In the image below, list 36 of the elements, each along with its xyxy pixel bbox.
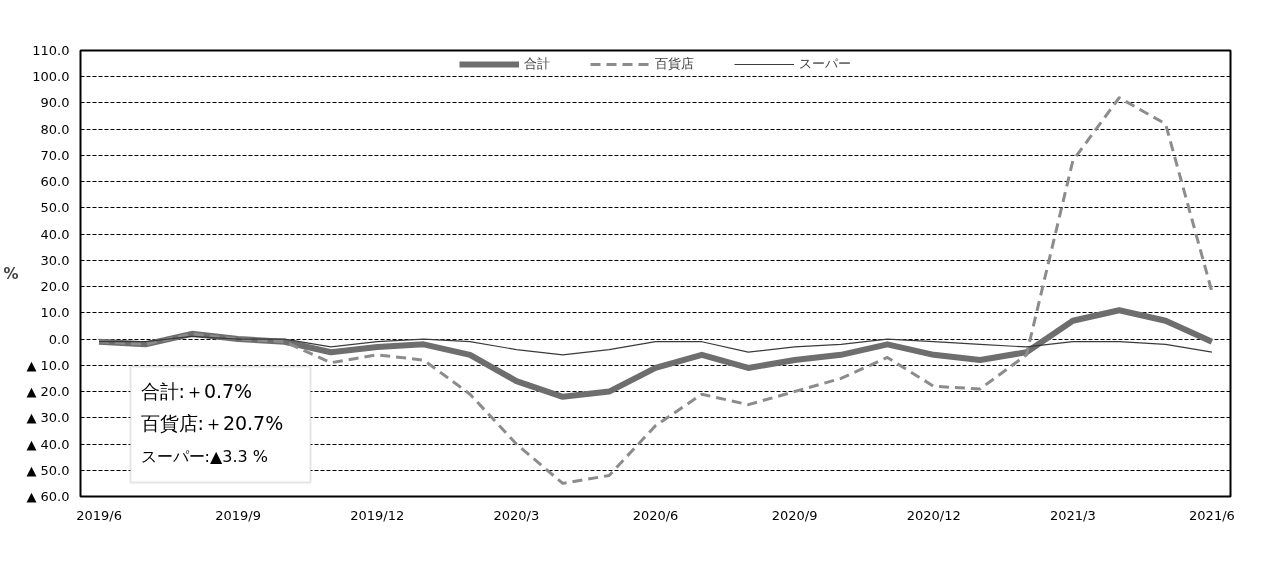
x-tick-label: 2021/6 [1189,507,1235,523]
y-tick-label: ▲ 30.0 [26,410,70,426]
y-tick-label: 30.0 [40,252,70,268]
line-series [98,335,1213,356]
y-tick-label: 80.0 [40,121,70,137]
x-tick-label: 2019/6 [76,507,122,523]
line-series [97,96,1214,485]
x-tick-label: 2020/12 [906,507,961,523]
y-tick-label: 110.0 [32,43,70,58]
y-tick-label: ▲ 60.0 [26,489,70,504]
x-tick-label: 2021/3 [1049,507,1096,523]
y-tick-label: ▲ 50.0 [26,462,70,478]
y-tick-label: 40.0 [40,226,70,242]
annotation: 百貨店:＋20.7% [140,411,284,434]
legend-label: 百貨店 [655,55,694,73]
x-tick-label: 2019/12 [350,507,405,523]
y-tick-label: ▲ 20.0 [26,384,70,400]
y-tick-label: ▲ 10.0 [26,357,70,373]
y-tick-label: 50.0 [40,200,70,216]
y-axis-title: % [3,264,19,283]
y-tick-label: 20.0 [40,279,70,295]
annotation: スーパー:▲3.3 % [140,446,268,466]
y-tick-label: 0.0 [48,331,70,347]
y-tick-label: 100.0 [32,69,70,85]
x-tick-label: 2020/9 [771,507,818,523]
x-tick-label: 2020/3 [493,507,540,523]
y-tick-label: 60.0 [40,174,70,190]
x-tick-label: 2019/9 [215,507,262,523]
x-tick-label: 2020/6 [632,507,679,523]
annotation: 合計:＋0.7% [140,379,253,402]
legend-label: 合計 [524,55,550,73]
y-tick-label: 90.0 [40,95,70,111]
y-tick-label: ▲ 40.0 [26,436,70,452]
y-tick-label: 10.0 [40,305,70,321]
legend-label: スーパー [799,55,851,73]
y-tick-label: 70.0 [40,147,70,163]
